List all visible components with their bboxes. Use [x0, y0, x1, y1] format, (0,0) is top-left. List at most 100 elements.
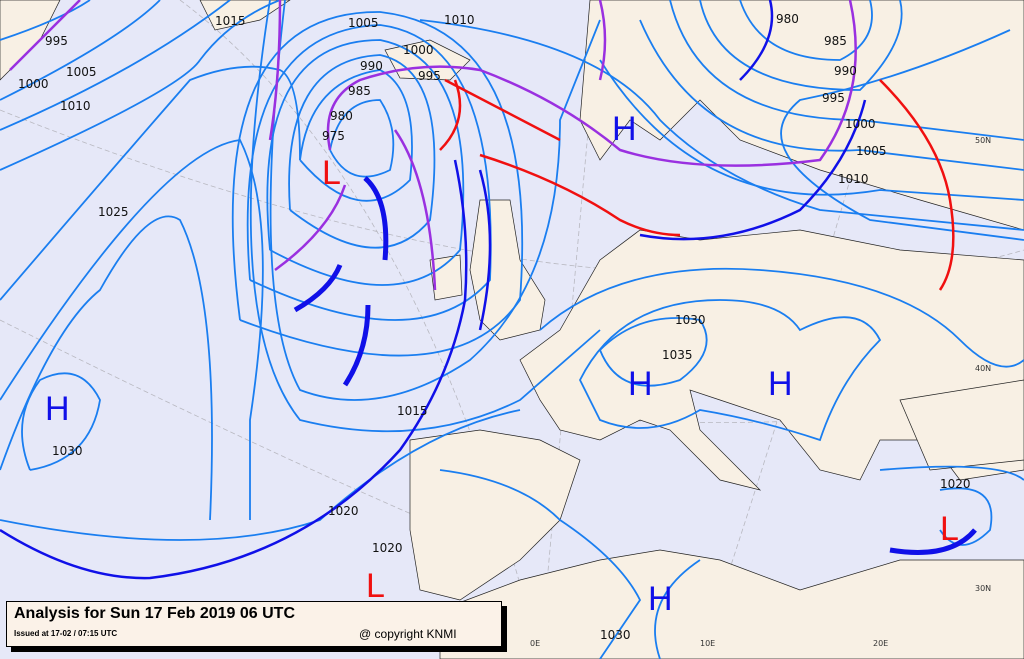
- lbl-mark: 1030: [600, 628, 631, 642]
- grid-mark: [0, 109, 1024, 278]
- lbl-mark: 1015: [215, 14, 246, 28]
- lbl-mark: 995: [45, 34, 68, 48]
- continent: [519, 229, 1024, 491]
- cold-front-scandinavia: [639, 99, 867, 241]
- iso-mark: [21, 372, 101, 471]
- lbl-mark: 1000: [403, 43, 434, 57]
- cold-front-atlantic: [0, 159, 468, 580]
- iso-mark: [539, 267, 1024, 368]
- lbl-mark: 1010: [60, 99, 91, 113]
- iso-mark: [419, 19, 1024, 231]
- high-center: H: [768, 365, 793, 403]
- grid-mark: [179, 0, 541, 659]
- iceland-north: [199, 0, 291, 31]
- graticule-labels: 50N 40N 30N 0E 10E 20E: [530, 136, 991, 648]
- lbl-mark: 985: [348, 84, 371, 98]
- copyright-notice: @ copyright KNMI: [359, 627, 457, 641]
- iso-mark: [578, 299, 882, 442]
- isobar-labels: 995 1000 1005 1010 1015 1005 1010 1000 9…: [18, 12, 971, 642]
- iso-mark: [599, 317, 708, 387]
- occluded-front-low: [326, 0, 857, 167]
- geo-mark: 50N: [975, 136, 991, 145]
- iso-mark: [439, 469, 642, 659]
- high-center: H: [648, 580, 673, 618]
- lbl-mark: 1005: [348, 16, 379, 30]
- low-center: L: [322, 154, 341, 192]
- iso-mark: [739, 0, 873, 61]
- lbl-mark: 1025: [98, 205, 129, 219]
- lbl-mark: 990: [834, 64, 857, 78]
- issued-time: Issued at 17-02 / 07:15 UTC: [14, 629, 118, 638]
- iso-mark: [231, 11, 524, 357]
- iso-mark: [0, 0, 231, 131]
- high-center: H: [612, 110, 637, 148]
- lbl-mark: 1005: [856, 144, 887, 158]
- trough-mark: [342, 304, 371, 387]
- geo-mark: 20E: [873, 639, 888, 648]
- iso-mark: [329, 99, 395, 178]
- warm-front-russia: [879, 79, 955, 291]
- turkey: [899, 379, 1024, 471]
- iso-mark: [249, 0, 601, 433]
- analysis-title: Analysis for Sun 17 Feb 2019 06 UTC: [14, 605, 295, 622]
- fronts: [0, 0, 977, 580]
- iso-mark: [299, 69, 413, 202]
- trough-mark: [889, 528, 977, 555]
- lbl-mark: 995: [822, 91, 845, 105]
- lbl-mark: 1030: [52, 444, 83, 458]
- lbl-mark: 1015: [397, 404, 428, 418]
- lbl-mark: 995: [418, 69, 441, 83]
- iso-mark: [0, 0, 161, 101]
- iso-mark: [654, 559, 701, 659]
- iso-mark: [0, 139, 264, 520]
- geo-mark: 0E: [530, 639, 540, 648]
- low-center: L: [366, 567, 385, 605]
- high-center: H: [628, 365, 653, 403]
- cold-front-arctic: [739, 0, 774, 81]
- pressure-centers: L H H H H L L H: [45, 110, 959, 618]
- iso-mark: [699, 0, 903, 91]
- occluded-front-ireland: [393, 129, 437, 291]
- iso-mark: [0, 0, 91, 41]
- warm-front-iceland: [439, 79, 462, 151]
- lbl-mark: 1020: [372, 541, 403, 555]
- ireland: [429, 254, 463, 301]
- warm-front-north: [444, 78, 561, 142]
- lbl-mark: 1020: [940, 477, 971, 491]
- lbl-mark: 1030: [675, 313, 706, 327]
- iso-mark: [0, 65, 301, 301]
- iso-mark: [0, 0, 281, 171]
- occluded-front-greenland: [9, 0, 81, 71]
- geo-mark: 10E: [700, 639, 715, 648]
- iso-mark: [639, 19, 1024, 171]
- lbl-mark: 975: [322, 129, 345, 143]
- lbl-mark: 980: [776, 12, 799, 26]
- occluded-front-south: [274, 184, 347, 272]
- iso-mark: [0, 215, 213, 521]
- lbl-mark: 1000: [845, 117, 876, 131]
- occluded-front-west: [268, 0, 282, 141]
- trough-mark: [363, 176, 389, 261]
- lbl-mark: 1010: [838, 172, 869, 186]
- cold-front-uk: [478, 169, 492, 331]
- low-center: L: [940, 510, 959, 548]
- geo-mark: 40N: [975, 364, 991, 373]
- iso-mark: [669, 0, 1024, 141]
- iso-mark: [879, 465, 1024, 481]
- high-center: H: [45, 390, 70, 428]
- lbl-mark: 985: [824, 34, 847, 48]
- geo-mark: 30N: [975, 584, 991, 593]
- analysis-caption-box: Analysis for Sun 17 Feb 2019 06 UTC Issu…: [6, 601, 502, 647]
- lbl-mark: 1035: [662, 348, 693, 362]
- lbl-mark: 1000: [18, 77, 49, 91]
- lbl-mark: 990: [360, 59, 383, 73]
- lbl-mark: 980: [330, 109, 353, 123]
- iso-mark: [246, 24, 492, 321]
- lbl-mark: 1010: [444, 13, 475, 27]
- warm-front-north-sea: [479, 153, 681, 237]
- iso-mark: [288, 54, 436, 249]
